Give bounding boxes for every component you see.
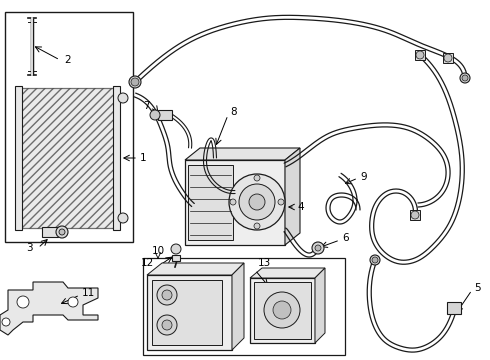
Polygon shape [315,268,325,343]
Bar [158,110,172,120]
Circle shape [264,292,300,328]
Bar [443,53,453,63]
Polygon shape [285,148,300,245]
Circle shape [162,290,172,300]
Bar [415,50,425,60]
Circle shape [157,315,177,335]
Bar [113,86,120,230]
Bar [152,280,222,345]
Bar [188,165,233,240]
Circle shape [372,257,378,263]
Circle shape [171,244,181,254]
Polygon shape [250,268,325,278]
Circle shape [278,199,284,205]
Circle shape [460,73,470,83]
Polygon shape [147,263,244,275]
Circle shape [273,301,291,319]
Circle shape [370,255,380,265]
Text: 8: 8 [230,107,237,117]
Polygon shape [185,148,300,160]
Text: 6: 6 [342,233,348,243]
Text: 7: 7 [144,101,150,111]
Circle shape [315,245,321,251]
Bar [5,12,133,242]
Circle shape [249,194,265,210]
Text: 2: 2 [64,55,71,65]
Circle shape [229,174,285,230]
Bar [410,210,420,220]
Circle shape [254,175,260,181]
Text: 3: 3 [26,243,33,253]
Text: 9: 9 [360,172,367,182]
Circle shape [416,51,424,59]
Circle shape [162,320,172,330]
Circle shape [59,229,65,235]
Circle shape [118,93,128,103]
Circle shape [239,184,275,220]
Circle shape [462,75,468,81]
Circle shape [150,110,160,120]
Text: 13: 13 [258,258,271,268]
Text: 12: 12 [141,258,154,268]
Circle shape [312,242,324,254]
Circle shape [254,223,260,229]
Circle shape [129,76,141,88]
Circle shape [17,296,29,308]
Circle shape [68,297,78,307]
Bar [143,258,345,355]
Polygon shape [232,263,244,350]
Bar [42,227,58,237]
Circle shape [2,318,10,326]
Bar [185,160,285,245]
Text: 11: 11 [82,288,95,298]
Circle shape [131,78,139,86]
Circle shape [444,54,452,62]
Circle shape [56,226,68,238]
Bar [250,278,315,343]
Text: 4: 4 [297,202,304,212]
Bar [147,275,232,350]
Text: 10: 10 [152,246,165,256]
Bar [20,88,115,228]
Circle shape [411,211,419,219]
Circle shape [230,199,236,205]
Bar [254,282,311,339]
Circle shape [118,213,128,223]
Bar [172,255,180,261]
Text: 5: 5 [474,283,481,293]
Text: 1: 1 [140,153,147,163]
Circle shape [157,285,177,305]
Polygon shape [0,282,98,335]
Bar [447,302,461,314]
Bar [15,86,22,230]
